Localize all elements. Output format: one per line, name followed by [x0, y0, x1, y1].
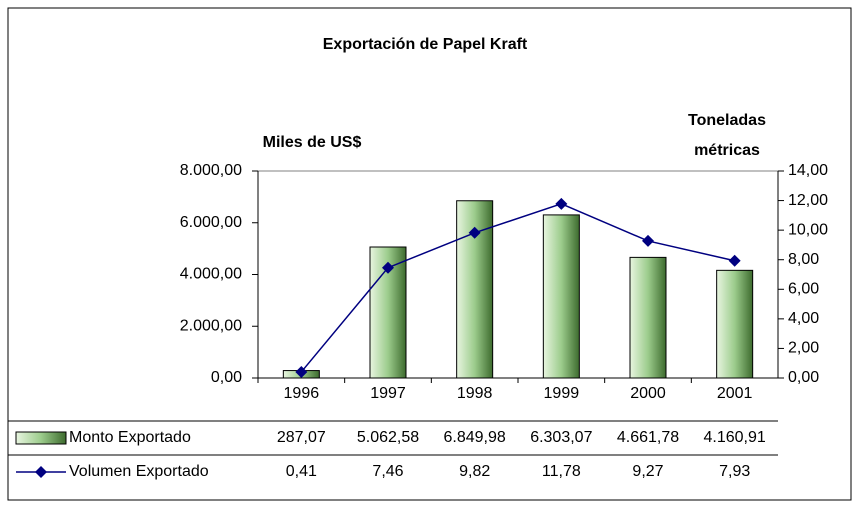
- table-value: 6.849,98: [444, 429, 506, 446]
- x-tick-label: 2001: [717, 385, 753, 402]
- table-value: 7,93: [719, 463, 750, 480]
- table-value: 287,07: [277, 429, 326, 446]
- table-value: 4.661,78: [617, 429, 679, 446]
- bar: [716, 269, 754, 379]
- y-tick-label: 4.000,00: [180, 266, 242, 283]
- table-value: 6.303,07: [530, 429, 592, 446]
- y2-tick-label: 12,00: [788, 192, 828, 209]
- line: [300, 203, 735, 373]
- marker: [555, 197, 568, 210]
- legend-label: Volumen Exportado: [69, 463, 209, 480]
- table-value: 9,27: [632, 463, 663, 480]
- marker: [468, 226, 481, 239]
- y2-tick-label: 0,00: [788, 369, 819, 386]
- y2-tick-label: 14,00: [788, 162, 828, 179]
- marker: [382, 261, 394, 274]
- y2-tick-label: 6,00: [788, 281, 819, 298]
- chart-title: Exportación de Papel Kraft: [323, 36, 528, 53]
- legend-label: Monto Exportado: [69, 429, 191, 446]
- y-axis-label: Miles de US$: [263, 134, 362, 151]
- table-value: 7,46: [372, 463, 403, 480]
- y-tick-label: 0,00: [211, 369, 242, 386]
- y2-axis-label: Toneladas: [688, 112, 766, 129]
- bar: [542, 214, 580, 379]
- marker: [642, 234, 654, 247]
- table-value: 5.062,58: [357, 429, 419, 446]
- legend-key: [35, 466, 47, 478]
- y-tick-label: 6.000,00: [180, 214, 242, 231]
- y2-tick-label: 4,00: [788, 310, 819, 327]
- x-tick-label: 1999: [544, 385, 580, 402]
- x-tick-label: 1996: [284, 385, 320, 402]
- y-tick-label: 8.000,00: [180, 162, 242, 179]
- y-tick-label: 2.000,00: [180, 317, 242, 334]
- y2-tick-label: 8,00: [788, 251, 819, 268]
- table-value: 11,78: [542, 463, 581, 480]
- table-value: 4.160,91: [704, 429, 766, 446]
- x-tick-label: 1997: [370, 385, 406, 402]
- y2-tick-label: 10,00: [788, 221, 828, 238]
- marker: [295, 365, 308, 378]
- bar: [629, 256, 667, 379]
- x-tick-label: 1998: [457, 385, 493, 402]
- x-tick-label: 2000: [630, 385, 666, 402]
- y2-tick-label: 2,00: [788, 340, 819, 357]
- y2-axis-label: métricas: [694, 142, 760, 159]
- legend-key: [15, 431, 67, 445]
- chart-frame: [7, 7, 852, 501]
- table-value: 9,82: [459, 463, 490, 480]
- table-value: 0,41: [286, 463, 317, 480]
- marker: [728, 254, 741, 267]
